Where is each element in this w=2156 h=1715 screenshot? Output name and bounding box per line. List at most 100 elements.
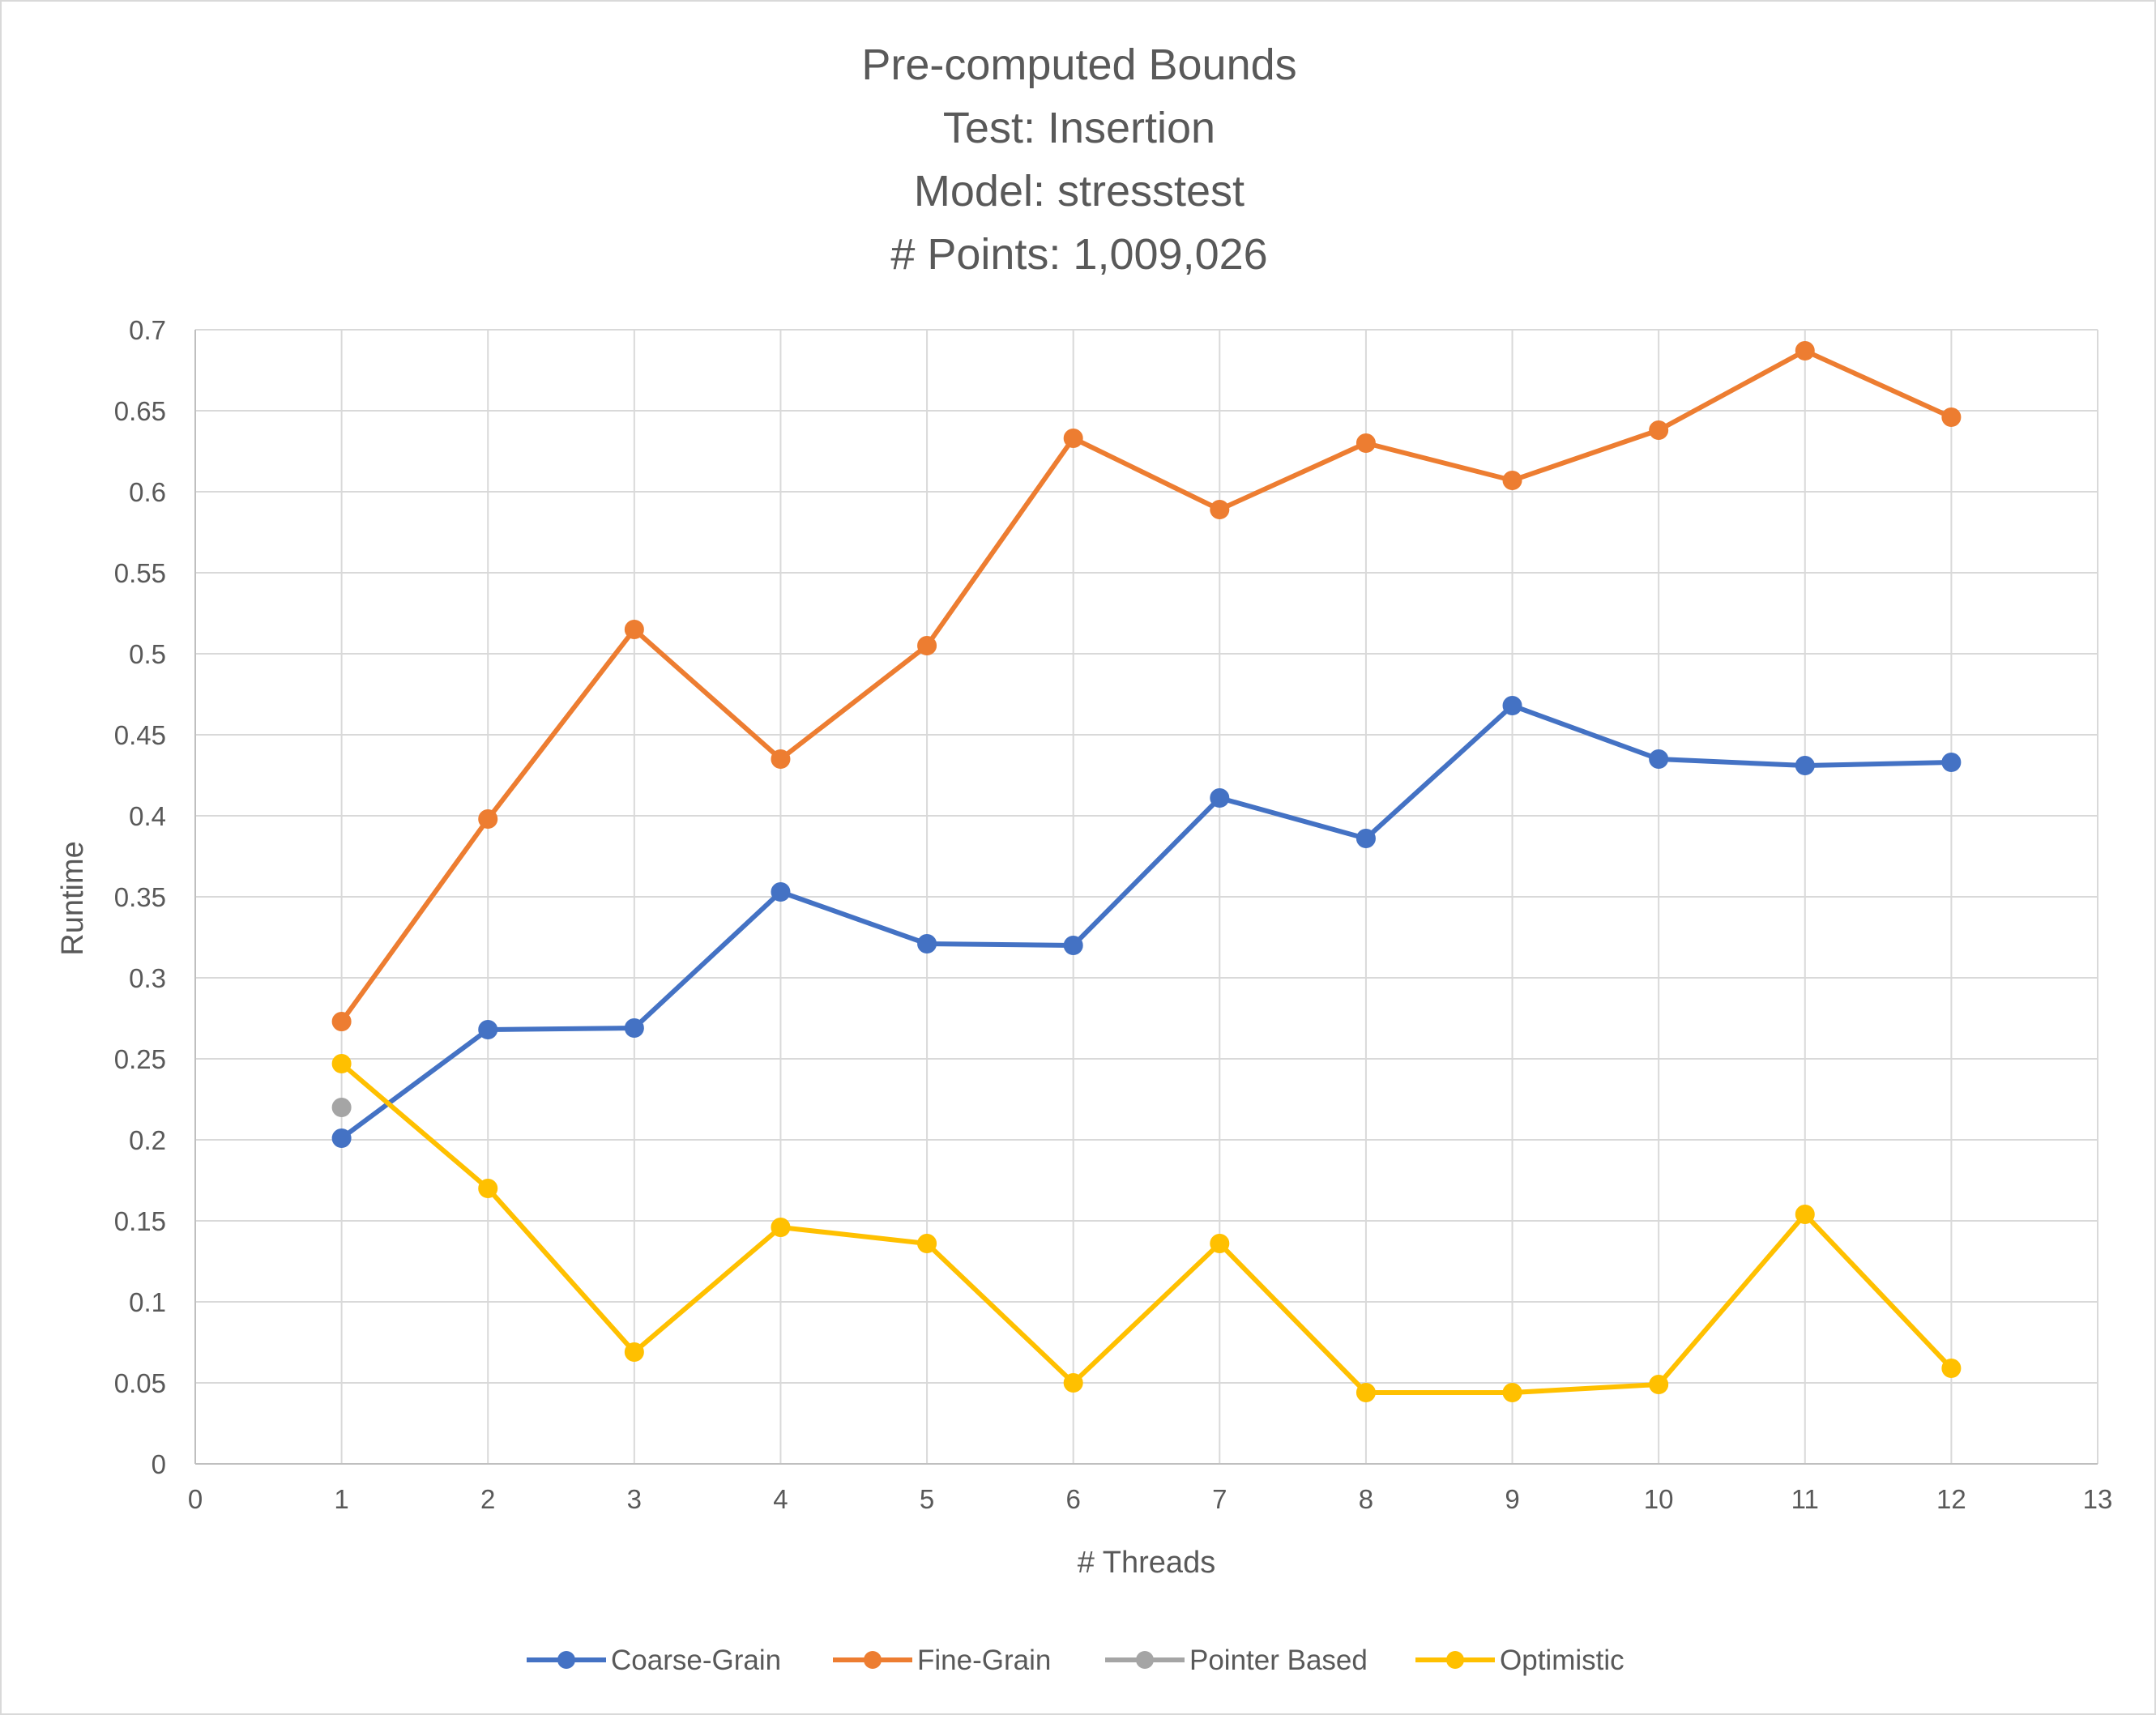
data-point-fine-grain	[1210, 500, 1230, 519]
x-axis-ticks: 0 1 2 3 4 5 6 7 8 9 10 11 12 13	[188, 1484, 2113, 1514]
chart-title-line: Test: Insertion	[943, 104, 1215, 152]
y-tick-label: 0.5	[129, 639, 166, 669]
data-point-fine-grain	[771, 749, 791, 769]
data-point-optimistic	[331, 1054, 352, 1073]
data-point-fine-grain	[331, 1012, 352, 1031]
legend-item-fine-grain: Fine-Grain	[833, 1645, 1051, 1676]
series-optimistic	[331, 1054, 1962, 1402]
x-tick-label: 0	[188, 1484, 203, 1514]
legend-label: Pointer Based	[1189, 1645, 1368, 1676]
data-point-coarse-grain	[1941, 753, 1962, 772]
data-point-fine-grain	[1795, 341, 1815, 360]
data-point-coarse-grain	[917, 934, 937, 953]
data-point-coarse-grain	[1210, 788, 1230, 808]
legend-label: Fine-Grain	[917, 1645, 1051, 1676]
data-point-fine-grain	[1941, 407, 1962, 427]
data-point-coarse-grain	[1795, 756, 1815, 775]
data-point-optimistic	[1795, 1205, 1815, 1224]
legend-item-coarse-grain: Coarse-Grain	[527, 1645, 781, 1676]
x-tick-label: 1	[334, 1484, 348, 1514]
data-point-fine-grain	[624, 620, 644, 639]
axes	[194, 330, 2098, 1465]
data-point-optimistic	[624, 1342, 644, 1362]
y-tick-label: 0.65	[114, 396, 166, 426]
y-tick-label: 0.6	[129, 477, 166, 507]
data-point-fine-grain	[1502, 471, 1522, 490]
data-point-optimistic	[1356, 1383, 1376, 1402]
data-point-optimistic	[478, 1179, 498, 1198]
x-tick-label: 8	[1359, 1484, 1373, 1514]
y-tick-label: 0.1	[129, 1287, 166, 1317]
gridlines	[195, 329, 2098, 1464]
legend-label: Coarse-Grain	[611, 1645, 781, 1676]
data-point-optimistic	[1063, 1373, 1083, 1393]
y-tick-label: 0.4	[129, 801, 166, 831]
y-tick-label: 0.15	[114, 1206, 166, 1236]
data-point-fine-grain	[1356, 433, 1376, 453]
data-point-optimistic	[1210, 1234, 1230, 1253]
legend-marker	[864, 1651, 882, 1669]
data-point-optimistic	[771, 1218, 791, 1237]
x-tick-label: 9	[1505, 1484, 1519, 1514]
x-tick-label: 5	[920, 1484, 934, 1514]
data-point-optimistic	[1502, 1383, 1522, 1402]
y-tick-label: 0.3	[129, 963, 166, 993]
y-tick-label: 0.2	[129, 1125, 166, 1155]
x-tick-label: 13	[2083, 1484, 2113, 1514]
legend-marker	[557, 1651, 575, 1669]
legend-marker	[1136, 1651, 1154, 1669]
legend: Coarse-Grain Fine-Grain Pointer Based Optim…	[527, 1645, 1624, 1676]
chart-title-line: Model: stresstest	[914, 167, 1245, 215]
x-tick-label: 10	[1644, 1484, 1674, 1514]
legend-item-pointer-based: Pointer Based	[1105, 1645, 1368, 1676]
y-tick-label: 0.55	[114, 558, 166, 588]
y-tick-label: 0.05	[114, 1368, 166, 1398]
data-point-fine-grain	[1649, 420, 1669, 440]
series-coarse-grain	[331, 696, 1962, 1148]
x-tick-label: 4	[773, 1484, 788, 1514]
data-point-coarse-grain	[1063, 936, 1083, 955]
data-point-coarse-grain	[771, 882, 791, 902]
data-point-fine-grain	[478, 809, 498, 829]
data-point-coarse-grain	[331, 1128, 352, 1148]
y-tick-label: 0.7	[129, 315, 166, 345]
series-layer	[331, 341, 1962, 1402]
series-line-optimistic	[339, 1061, 1954, 1395]
data-point-optimistic	[917, 1234, 937, 1253]
legend-label: Optimistic	[1500, 1645, 1624, 1676]
data-point-coarse-grain	[1356, 829, 1376, 848]
x-tick-label: 7	[1212, 1484, 1227, 1514]
x-axis-title: # Threads	[1078, 1546, 1215, 1580]
chart-title-line: # Points: 1,009,026	[890, 230, 1267, 279]
y-tick-label: 0.25	[114, 1044, 166, 1074]
y-tick-label: 0.45	[114, 720, 166, 750]
data-point-coarse-grain	[1649, 749, 1669, 769]
series-line-fine-grain	[339, 348, 1954, 1024]
data-point-fine-grain	[1063, 429, 1083, 448]
chart-title-line: Pre-computed Bounds	[861, 41, 1296, 89]
data-point-pointer-based	[331, 1098, 352, 1117]
data-point-coarse-grain	[478, 1020, 498, 1039]
y-axis-ticks: 0 0.05 0.1 0.15 0.2 0.25 0.3 0.35 0.4 0.45 0.5 0.55…	[114, 315, 166, 1479]
x-tick-label: 3	[627, 1484, 642, 1514]
data-point-coarse-grain	[624, 1018, 644, 1038]
chart-title: Pre-computed Bounds Test: Insertion Mode…	[861, 41, 1296, 279]
series-pointer-based	[331, 1098, 352, 1117]
legend-marker	[1446, 1651, 1464, 1669]
x-tick-label: 12	[1936, 1484, 1966, 1514]
x-tick-label: 11	[1791, 1484, 1819, 1514]
series-line-coarse-grain	[339, 703, 1954, 1141]
y-tick-label: 0.35	[114, 882, 166, 912]
data-point-optimistic	[1941, 1359, 1962, 1378]
y-axis-title: Runtime	[56, 841, 90, 956]
x-tick-label: 2	[480, 1484, 495, 1514]
y-tick-label: 0	[152, 1449, 166, 1479]
data-point-optimistic	[1649, 1375, 1669, 1394]
series-fine-grain	[331, 341, 1962, 1031]
x-tick-label: 6	[1066, 1484, 1081, 1514]
legend-item-optimistic: Optimistic	[1415, 1645, 1624, 1676]
data-point-fine-grain	[917, 636, 937, 655]
data-point-coarse-grain	[1502, 696, 1522, 715]
